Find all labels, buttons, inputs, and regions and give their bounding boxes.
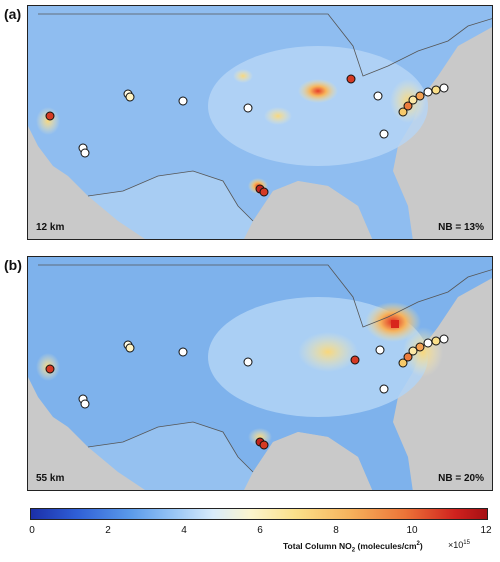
map-55km — [28, 257, 492, 490]
gulf-of-mexico — [253, 181, 373, 239]
panel-b-letter: (b) — [4, 257, 22, 273]
colorbar-tick: 4 — [181, 525, 187, 536]
map-panel-12km: 12 km NB = 13% — [27, 5, 493, 240]
site-markers — [45, 74, 449, 197]
colorbar-tick: 10 — [406, 525, 418, 536]
colorbar — [30, 508, 488, 520]
map-12km — [28, 6, 492, 239]
mexico-field — [88, 171, 253, 239]
colorbar-exponent: ×1015 — [448, 540, 470, 550]
nb-label-12km: NB = 13% — [438, 222, 484, 233]
resolution-label-12km: 12 km — [36, 222, 65, 233]
colorbar-tick: 2 — [105, 525, 111, 536]
colorbar-tick: 6 — [257, 525, 263, 536]
resolution-label-55km: 55 km — [36, 473, 65, 484]
panel-a-letter: (a) — [4, 6, 22, 22]
site-markers — [45, 334, 449, 450]
colorbar-tick: 12 — [480, 525, 492, 536]
colorbar-tick: 8 — [333, 525, 339, 536]
nb-label-55km: NB = 20% — [438, 473, 484, 484]
map-panel-55km: 55 km NB = 20% — [27, 256, 493, 491]
colorbar-tick: 0 — [29, 525, 35, 536]
colorbar-title: Total Column NO2 (molecules/cm2) — [283, 541, 423, 554]
